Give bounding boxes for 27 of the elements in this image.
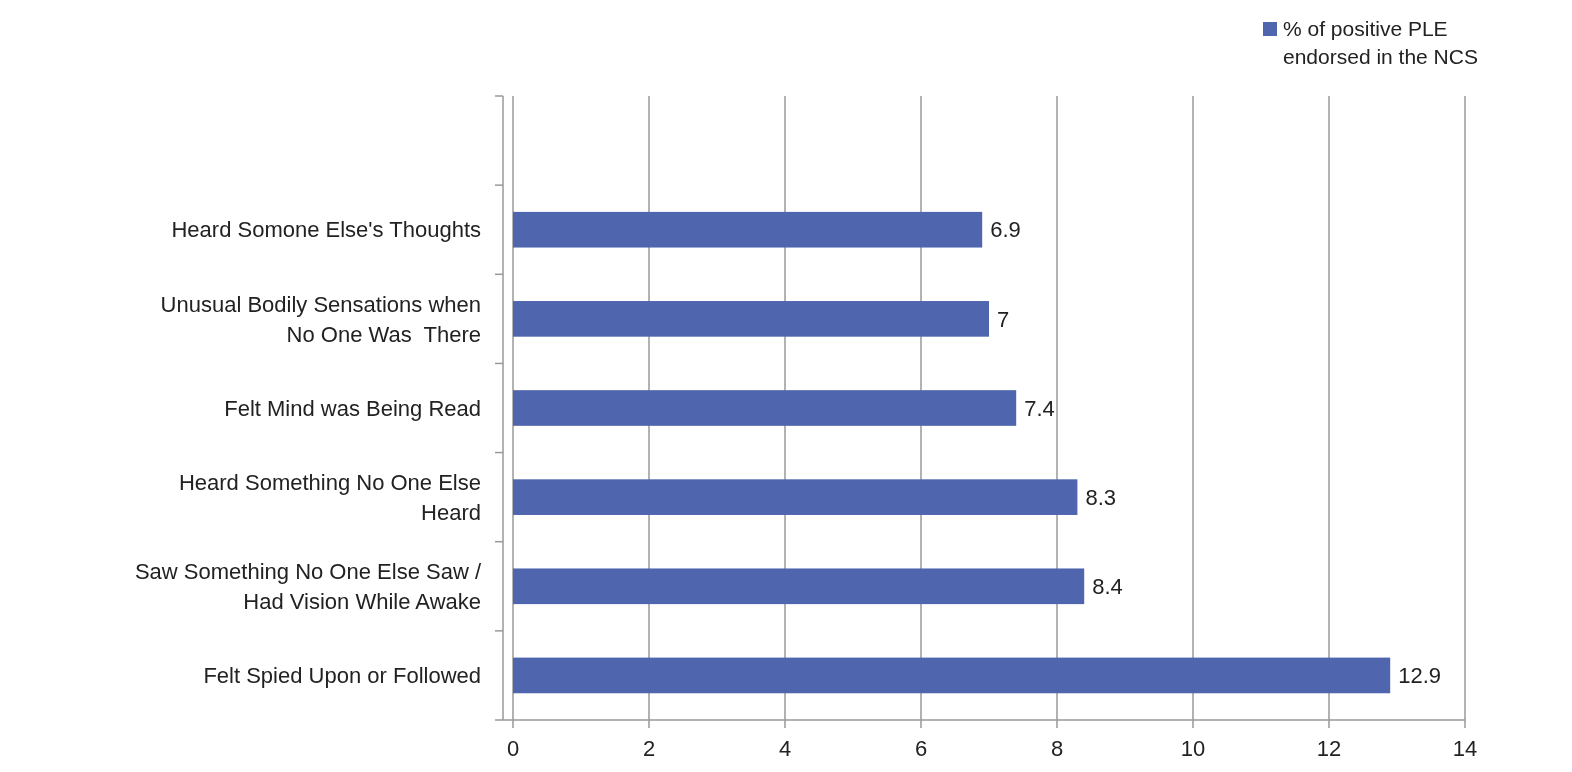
y-tick-label: Heard Somone Else's Thoughts	[171, 217, 481, 243]
x-tick-label: 12	[1316, 736, 1342, 761]
bar	[513, 568, 1085, 605]
data-label: 6.9	[990, 217, 1021, 243]
bar	[513, 479, 1078, 515]
bar	[513, 657, 1391, 694]
legend-label: % of positive PLE endorsed in the NCS	[1283, 17, 1478, 68]
y-tick-label: Heard Something No One Else Heard	[178, 469, 481, 525]
bar	[513, 390, 1017, 426]
x-tick-label: 14	[1452, 736, 1478, 761]
y-tick-label: Felt Mind was Being Read	[224, 395, 481, 421]
x-tick-label: 4	[778, 736, 792, 761]
x-tick-label: 2	[642, 736, 656, 761]
data-label: 8.3	[1085, 484, 1116, 510]
x-tick-label: 6	[914, 736, 928, 761]
y-tick-label: Unusual Bodily Sensations when No One Was There	[160, 291, 481, 347]
x-tick-label: 8	[1050, 736, 1064, 761]
data-label: 8.4	[1092, 573, 1123, 599]
bar	[513, 211, 983, 248]
data-label: 7	[997, 306, 1010, 332]
x-tick-label: 10	[1180, 736, 1206, 761]
y-tick-label: Saw Something No One Else Saw / Had Vision While Awake	[134, 558, 482, 614]
x-tick-label: 0	[506, 736, 520, 761]
data-label: 7.4	[1024, 395, 1055, 421]
bar	[513, 301, 989, 337]
y-tick-label: Felt Spied Upon or Followed	[203, 663, 481, 689]
data-label: 12.9	[1398, 663, 1442, 689]
